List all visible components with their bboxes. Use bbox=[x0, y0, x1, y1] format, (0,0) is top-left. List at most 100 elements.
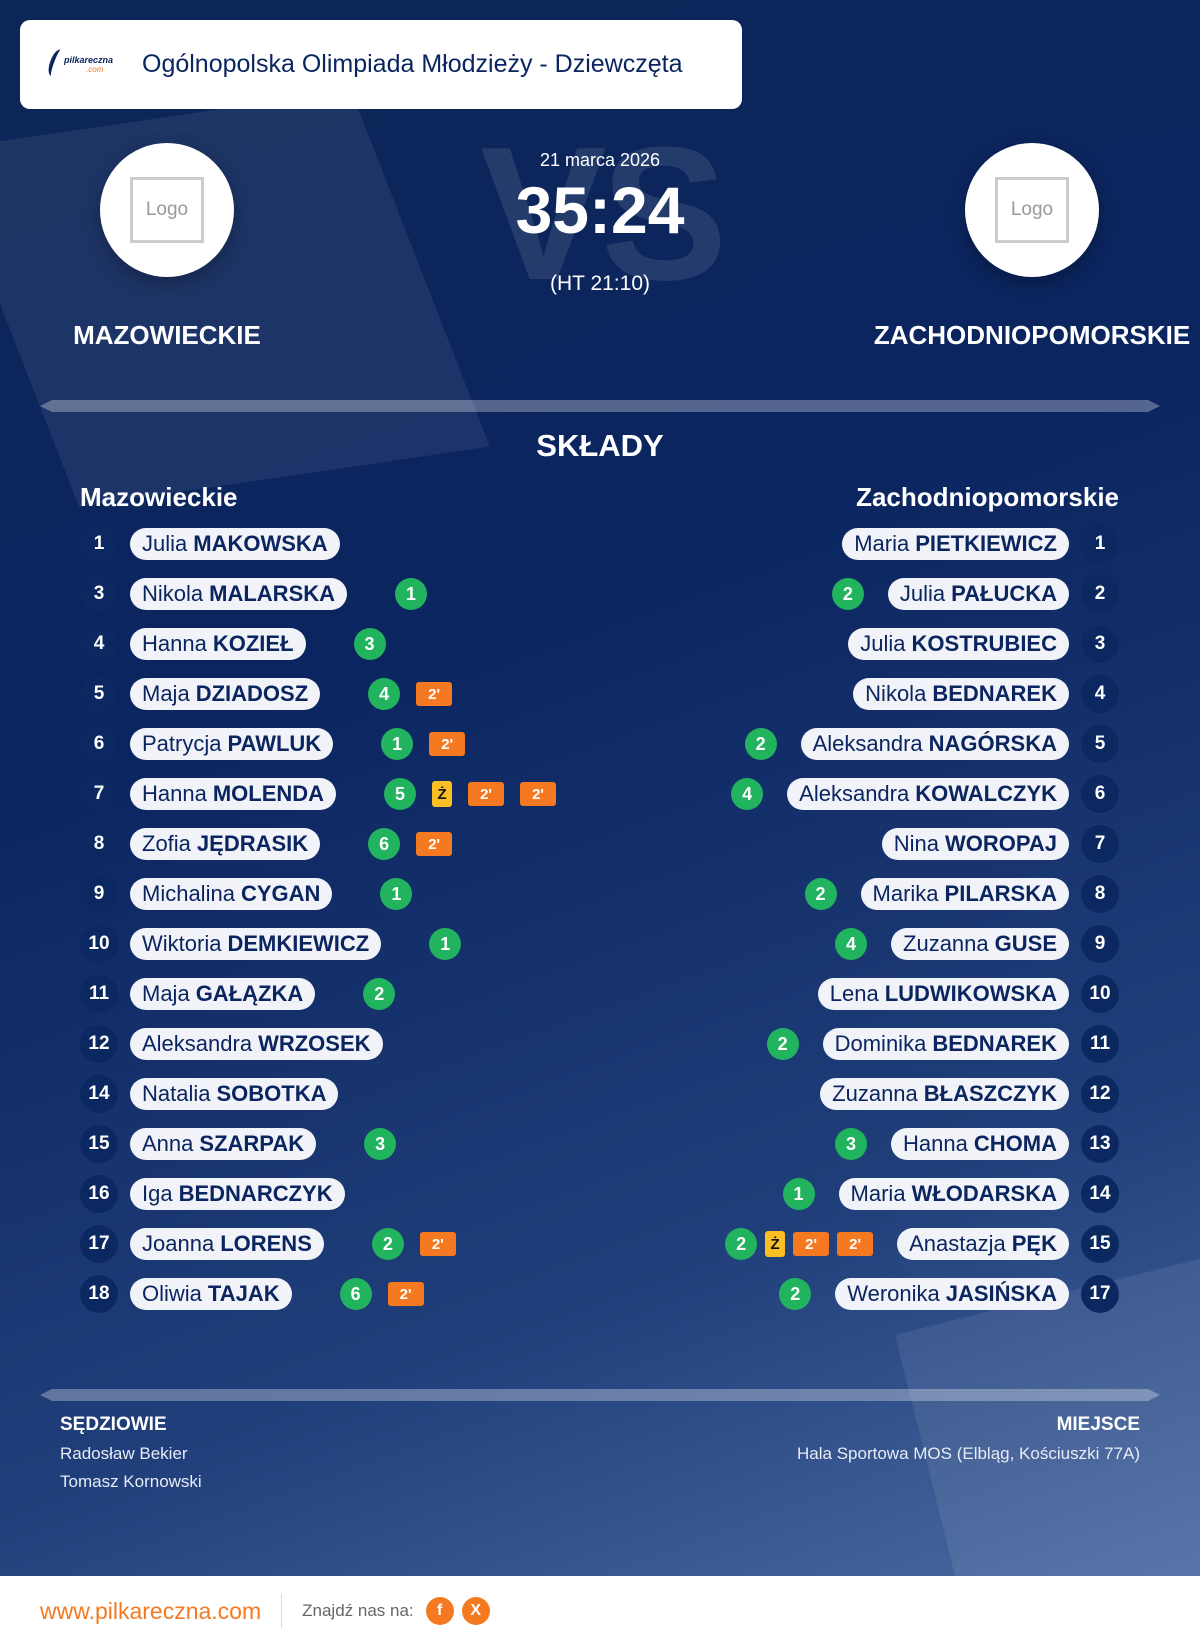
last-name: PAWLUK bbox=[227, 731, 322, 756]
player-name[interactable]: Aleksandra KOWALCZYK bbox=[787, 778, 1069, 810]
player-row: 12 Aleksandra WRZOSEK bbox=[80, 1024, 383, 1064]
player-name[interactable]: Hanna MOLENDA bbox=[130, 778, 337, 810]
player-name[interactable]: Nina WOROPAJ bbox=[881, 828, 1069, 860]
player-name[interactable]: Anastazja PĘK bbox=[897, 1228, 1069, 1260]
player-row: 10 Lena LUDWIKOWSKA bbox=[817, 974, 1119, 1014]
player-name[interactable]: Julia KOSTRUBIEC bbox=[848, 628, 1069, 660]
player-name[interactable]: Natalia SOBOTKA bbox=[130, 1078, 339, 1110]
player-name[interactable]: Hanna CHOMA bbox=[891, 1128, 1069, 1160]
goals-badge: 4 bbox=[835, 928, 868, 960]
player-name[interactable]: Maria WŁODARSKA bbox=[838, 1178, 1069, 1210]
halftime-score: (HT 21:10) bbox=[550, 272, 650, 295]
goals-badge: 1 bbox=[380, 878, 413, 910]
player-name[interactable]: Zofia JĘDRASIK bbox=[130, 828, 321, 860]
website-link[interactable]: www.pilkareczna.com bbox=[40, 1597, 262, 1624]
player-stats: 2 bbox=[831, 578, 864, 610]
player-stats: 2 bbox=[804, 878, 837, 910]
first-name: Anna bbox=[142, 1131, 194, 1156]
x-icon[interactable]: X bbox=[461, 1597, 490, 1625]
footer: www.pilkareczna.com Znajdź nas na: f X bbox=[0, 1576, 1200, 1646]
player-name[interactable]: Michalina CYGAN bbox=[130, 878, 333, 910]
facebook-icon[interactable]: f bbox=[425, 1597, 454, 1625]
competition-title: Ogólnopolska Olimpiada Młodzieży - Dziew… bbox=[142, 50, 683, 78]
last-name: MAKOWSKA bbox=[193, 531, 328, 556]
player-number: 6 bbox=[80, 725, 118, 763]
player-stats: 3 bbox=[340, 1128, 397, 1160]
player-name[interactable]: Wiktoria DEMKIEWICZ bbox=[130, 928, 382, 960]
player-stats: 1 bbox=[782, 1178, 815, 1210]
two-minute-penalty: 2' bbox=[520, 782, 557, 806]
player-name[interactable]: Zuzanna GUSE bbox=[891, 928, 1069, 960]
player-name[interactable]: Aleksandra NAGÓRSKA bbox=[800, 728, 1069, 760]
first-name: Maria bbox=[854, 531, 910, 556]
last-name: PAŁUCKA bbox=[951, 581, 1057, 606]
last-name: KOZIEŁ bbox=[212, 631, 294, 656]
goals-badge: 2 bbox=[371, 1228, 404, 1260]
player-stats: 3 bbox=[330, 628, 386, 660]
two-minute-penalty: 2' bbox=[468, 782, 505, 806]
player-name[interactable]: Patrycja PAWLUK bbox=[130, 728, 334, 760]
player-row: 11 Maja GAŁĄZKA 2 bbox=[80, 974, 396, 1014]
last-name: TAJAK bbox=[207, 1281, 280, 1306]
player-name[interactable]: Marika PILARSKA bbox=[860, 878, 1069, 910]
player-name[interactable]: Maja GAŁĄZKA bbox=[130, 978, 316, 1010]
goals-badge: 1 bbox=[395, 578, 428, 610]
two-minute-penalty: 2' bbox=[387, 1282, 424, 1306]
last-name: SZARPAK bbox=[199, 1131, 305, 1156]
player-number: 11 bbox=[1081, 1025, 1119, 1063]
player-name[interactable]: Weronika JASIŃSKA bbox=[835, 1278, 1069, 1310]
last-name: PIETKIEWICZ bbox=[915, 531, 1057, 556]
two-minute-penalty: 2' bbox=[429, 732, 466, 756]
player-name[interactable]: Iga BEDNARCZYK bbox=[130, 1178, 345, 1210]
last-name: WRZOSEK bbox=[258, 1031, 371, 1056]
competition-header: pilkareczna .com Ogólnopolska Olimpiada … bbox=[20, 20, 742, 109]
player-name[interactable]: Julia MAKOWSKA bbox=[130, 528, 340, 560]
player-name[interactable]: Maria PIETKIEWICZ bbox=[842, 528, 1069, 560]
two-minute-penalty: 2' bbox=[416, 832, 453, 856]
goals-badge: 1 bbox=[782, 1178, 815, 1210]
official-name: Tomasz Kornowski bbox=[60, 1472, 202, 1491]
player-stats: 2 bbox=[779, 1278, 812, 1310]
player-row: 17 Joanna LORENS 2 2' bbox=[80, 1224, 456, 1264]
player-stats: 1 bbox=[405, 928, 462, 960]
first-name: Nina bbox=[893, 831, 939, 856]
last-name: BEDNARCZYK bbox=[178, 1181, 333, 1206]
player-name[interactable]: Julia PAŁUCKA bbox=[887, 578, 1069, 610]
player-number: 15 bbox=[1081, 1225, 1119, 1263]
first-name: Natalia bbox=[142, 1081, 211, 1106]
player-number: 6 bbox=[1081, 775, 1119, 813]
goals-badge: 2 bbox=[779, 1278, 812, 1310]
player-number: 8 bbox=[1081, 875, 1119, 913]
first-name: Maria bbox=[850, 1181, 906, 1206]
player-number: 7 bbox=[1081, 825, 1119, 863]
player-name[interactable]: Lena LUDWIKOWSKA bbox=[817, 978, 1069, 1010]
goals-badge: 2 bbox=[725, 1228, 758, 1260]
player-name[interactable]: Dominika BEDNAREK bbox=[822, 1028, 1069, 1060]
player-name[interactable]: Anna SZARPAK bbox=[130, 1128, 317, 1160]
player-name[interactable]: Oliwia TAJAK bbox=[130, 1278, 292, 1310]
player-name[interactable]: Nikola BEDNAREK bbox=[853, 678, 1069, 710]
player-row: 5 Aleksandra NAGÓRSKA 2 bbox=[744, 724, 1119, 764]
player-name[interactable]: Maja DZIADOSZ bbox=[130, 678, 321, 710]
player-stats: 2 bbox=[766, 1028, 799, 1060]
last-name: SOBOTKA bbox=[216, 1081, 327, 1106]
player-name[interactable]: Hanna KOZIEŁ bbox=[130, 628, 306, 660]
player-stats: 6 2' bbox=[316, 1278, 424, 1310]
player-row: 18 Oliwia TAJAK 6 2' bbox=[80, 1274, 424, 1314]
player-name[interactable]: Nikola MALARSKA bbox=[130, 578, 348, 610]
goals-badge: 5 bbox=[384, 778, 417, 810]
goals-badge: 2 bbox=[766, 1028, 799, 1060]
first-name: Zuzanna bbox=[832, 1081, 918, 1106]
pilkareczna-logo[interactable]: pilkareczna .com bbox=[45, 45, 122, 85]
last-name: WŁODARSKA bbox=[911, 1181, 1057, 1206]
player-name[interactable]: Joanna LORENS bbox=[130, 1228, 324, 1260]
goals-badge: 2 bbox=[804, 878, 837, 910]
player-name[interactable]: Zuzanna BŁASZCZYK bbox=[820, 1078, 1069, 1110]
player-number: 16 bbox=[80, 1175, 118, 1213]
player-number: 3 bbox=[1081, 625, 1119, 663]
player-row: 5 Maja DZIADOSZ 4 2' bbox=[80, 674, 453, 714]
player-name[interactable]: Aleksandra WRZOSEK bbox=[130, 1028, 383, 1060]
player-row: 8 Marika PILARSKA 2 bbox=[804, 874, 1119, 914]
last-name: GAŁĄZKA bbox=[195, 981, 304, 1006]
last-name: JĘDRASIK bbox=[196, 831, 309, 856]
